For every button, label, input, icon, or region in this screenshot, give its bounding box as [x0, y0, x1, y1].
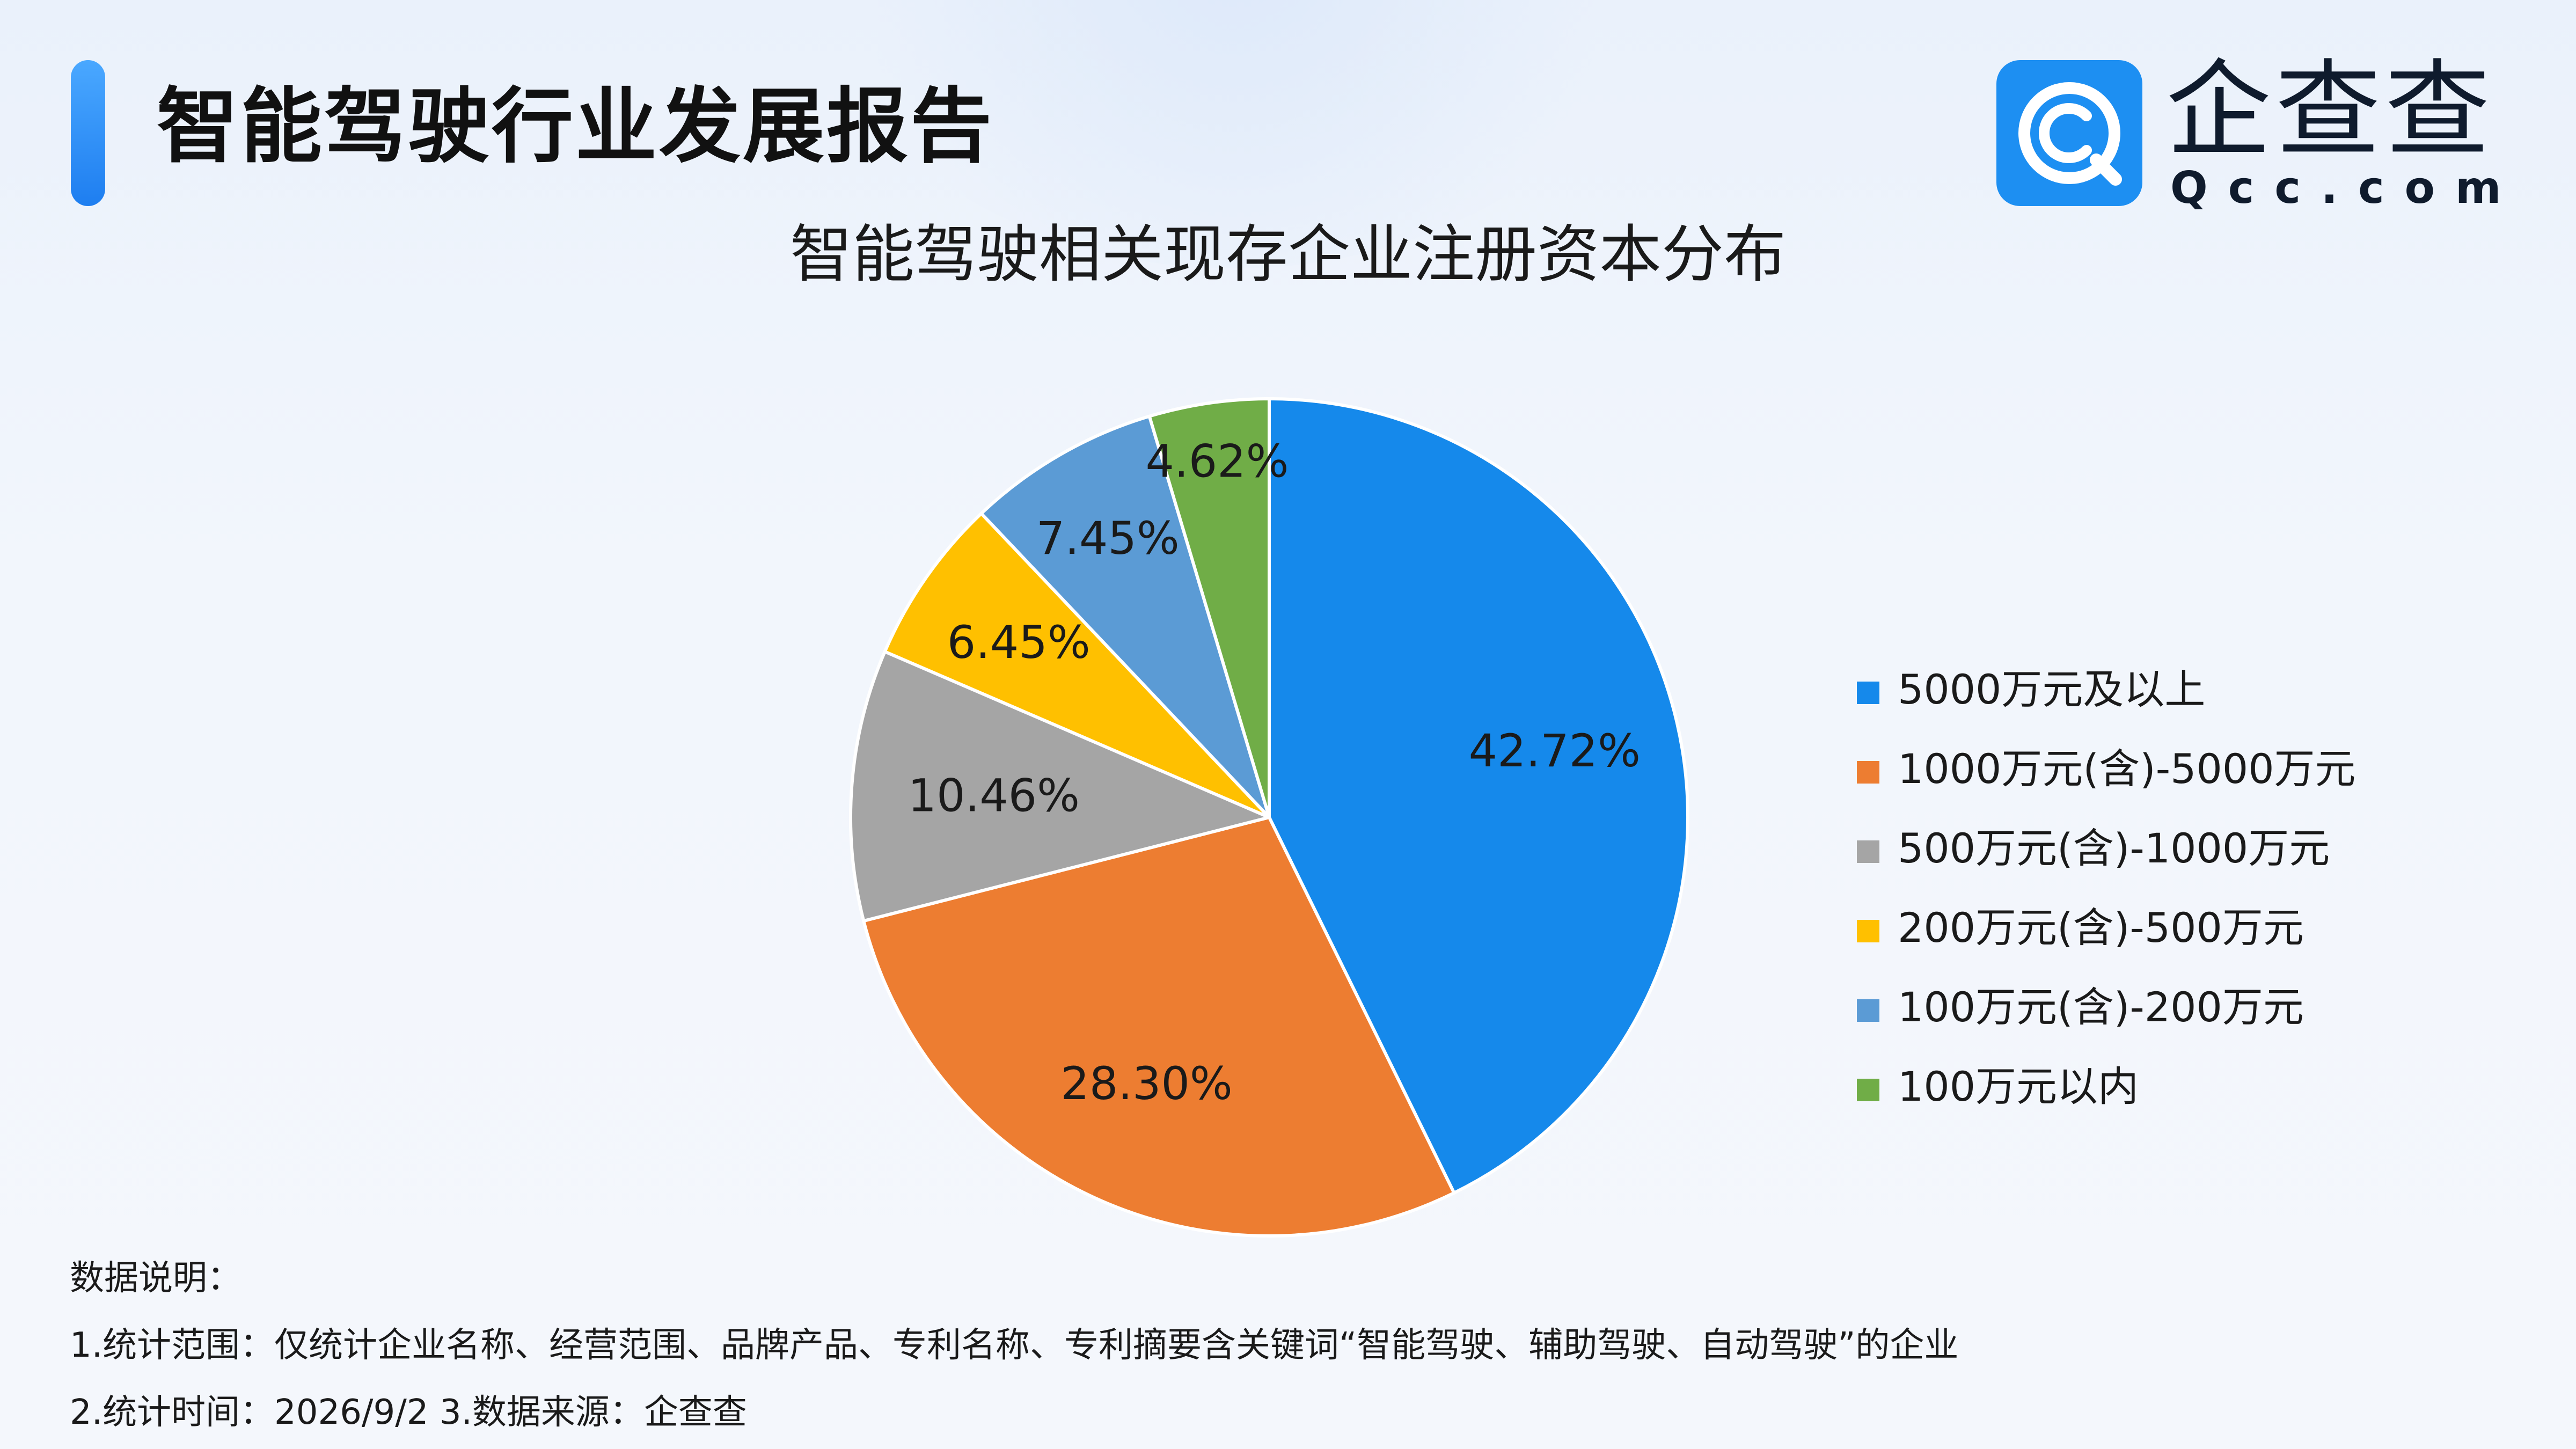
data-notes: 数据说明： 1.统计范围：仅统计企业名称、经营范围、品牌产品、专利名称、专利摘要… [70, 1245, 1958, 1446]
legend-label-4: 200万元(含)-500万元 [1898, 904, 2304, 952]
pie-slice-label-2: 28.30% [1060, 1057, 1232, 1110]
pie-slice-6 [1147, 397, 1271, 819]
title-accent-bar [71, 60, 105, 206]
pie-slice-2 [862, 816, 1456, 1238]
chart-title: 智能驾驶相关现存企业注册资本分布 [790, 218, 1786, 291]
qcc-logo: 企查查 Qcc.com [1996, 57, 2501, 213]
logo-name: 企查查 [2166, 49, 2495, 172]
qcc-logo-icon [1996, 60, 2142, 206]
legend-label-2: 1000万元(含)-5000万元 [1898, 745, 2356, 793]
legend-swatch-4 [1857, 920, 1879, 942]
pie-slice-5 [979, 414, 1271, 819]
legend-swatch-3 [1857, 840, 1879, 863]
pie-slice-label-4: 6.45% [947, 616, 1091, 669]
legend-label-1: 5000万元及以上 [1898, 665, 2206, 713]
pie-slice-3 [849, 650, 1271, 923]
pie-slice-label-5: 7.45% [1036, 512, 1180, 565]
logo-domain: Qcc.com [2170, 163, 2522, 214]
legend-swatch-5 [1857, 999, 1879, 1022]
legend-label-3: 500万元(含)-1000万元 [1898, 824, 2330, 872]
legend-label-6: 100万元以内 [1898, 1063, 2139, 1110]
pie-slice-4 [883, 511, 1271, 819]
pie-slice-label-6: 4.62% [1146, 435, 1289, 487]
legend-swatch-2 [1857, 761, 1879, 784]
pie-slice-label-3: 10.46% [908, 770, 1080, 822]
notes-time-source: 2.统计时间：2026/9/2 3.数据来源：企查查 [70, 1393, 747, 1432]
pie-slice-label-1: 42.72% [1469, 724, 1641, 777]
report-title: 智能驾驶行业发展报告 [157, 79, 994, 174]
legend-swatch-1 [1857, 682, 1879, 704]
notes-scope: 1.统计范围：仅统计企业名称、经营范围、品牌产品、专利名称、专利摘要含关键词“智… [70, 1326, 1959, 1365]
legend-label-5: 100万元(含)-200万元 [1898, 983, 2304, 1031]
notes-heading: 数据说明： [70, 1258, 241, 1298]
pie-slice-1 [1268, 397, 1689, 1195]
legend-swatch-6 [1857, 1079, 1879, 1101]
